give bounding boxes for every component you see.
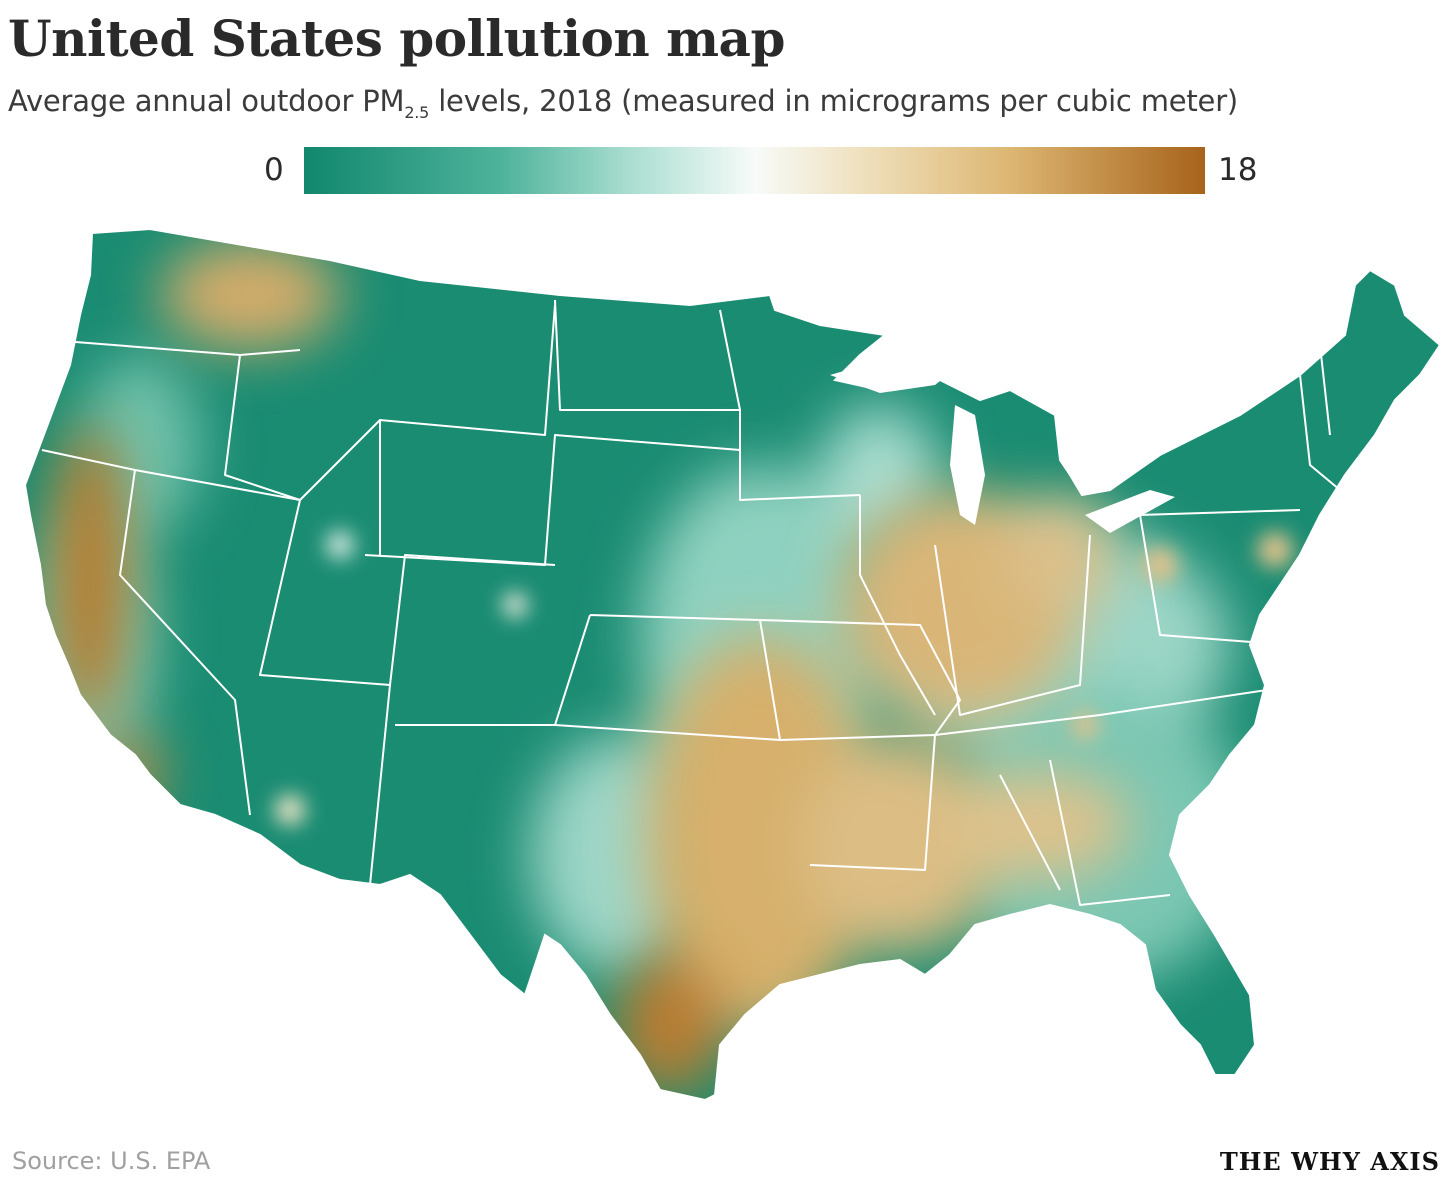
hotspot-denver [503, 593, 527, 617]
subtitle-subscript: 2.5 [404, 103, 430, 122]
border-indiana-ohio-kentucky [934, 534, 1091, 716]
border-illinois [859, 495, 936, 716]
border-north-dakota [554, 299, 741, 411]
great-lakes [830, 355, 1175, 533]
zone-alabama-georgia [950, 770, 1130, 880]
legend-max-label: 18 [1218, 152, 1258, 188]
border-arkansas-louisiana [779, 734, 936, 871]
zone-south-texas [615, 955, 725, 1095]
lake-michigan [950, 405, 985, 525]
hotspot-salt-lake [326, 531, 354, 559]
map-subtitle: Average annual outdoor PM2.5 levels, 201… [8, 80, 1238, 134]
border-co-ne [364, 434, 741, 566]
map-title: United States pollution map [8, 9, 785, 68]
border-sd-mn-ia [739, 410, 861, 501]
source-credit: Source: U.S. EPA [12, 1147, 211, 1175]
zone-central-valley [52, 425, 128, 725]
hotspot-pittsburgh [1142, 547, 1178, 583]
country-outline [23, 227, 1442, 1102]
high-pollution-zones [52, 240, 1130, 1095]
border-nm [369, 684, 555, 886]
lake-erie [1085, 490, 1175, 533]
zone-northern-idaho [160, 240, 340, 350]
border-new-england [1299, 344, 1341, 491]
legend-color-scale [304, 147, 1205, 194]
border-al-ga-fl [999, 759, 1171, 906]
border-ca-nv-az [119, 469, 251, 816]
border-missouri [759, 619, 961, 736]
subtitle-text-rest: levels, 2018 (measured in micrograms per… [429, 84, 1239, 118]
border-wy-mt [379, 304, 556, 436]
us-pollution-map [23, 227, 1442, 1102]
state-borders [41, 299, 1341, 906]
border-tennessee-nc [934, 684, 1301, 736]
lake-superior [830, 355, 960, 393]
hotspot-phoenix [275, 795, 305, 825]
legend-min-label: 0 [264, 152, 284, 188]
hotspot-philadelphia [1257, 532, 1293, 568]
lake-huron [1065, 430, 1120, 485]
zone-lower-mississippi [800, 735, 1000, 955]
border-pa-va [1139, 509, 1301, 646]
brand-logo: THE WHY AXIS [1219, 1147, 1440, 1176]
subtitle-text: Average annual outdoor PM [8, 84, 405, 118]
